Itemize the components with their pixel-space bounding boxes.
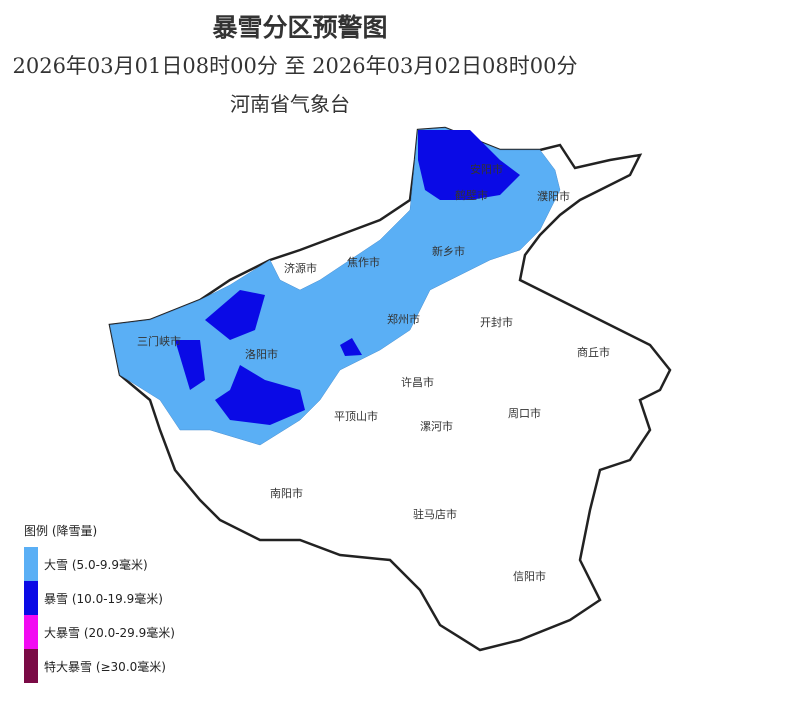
legend: 图例 (降雪量) 大雪 (5.0-9.9毫米) 暴雪 (10.0-19.9毫米) 大… [24, 522, 175, 683]
legend-label: 暴雪 (10.0-19.9毫米) [44, 591, 163, 606]
city-label: 焦作市 [347, 255, 380, 269]
city-label: 濮阳市 [537, 189, 570, 203]
city-label: 三门峡市 [137, 334, 181, 348]
blizzard-zone-anyang [418, 130, 520, 200]
legend-swatch [24, 615, 38, 649]
city-label: 开封市 [480, 315, 513, 329]
legend-item: 大雪 (5.0-9.9毫米) [24, 547, 175, 581]
blizzard-zone-luoyang-3 [340, 338, 362, 356]
valid-period: 2026年03月01日08时00分 至 2026年03月02日08时00分 [12, 54, 578, 78]
blizzard-zone-luoyang-1 [205, 290, 265, 340]
legend-swatch [24, 649, 38, 683]
legend-title: 图例 (降雪量) [24, 524, 98, 538]
city-label: 南阳市 [270, 486, 303, 500]
blizzard-zone-sanmenxia [175, 340, 205, 390]
legend-swatch [24, 547, 38, 581]
city-label: 济源市 [284, 261, 317, 275]
city-label: 安阳市 [470, 162, 503, 176]
city-label: 郑州市 [387, 312, 420, 326]
city-label: 信阳市 [513, 569, 546, 583]
city-label: 商丘市 [577, 345, 610, 359]
city-label: 新乡市 [432, 244, 465, 258]
blizzard-zone-luoyang-2 [215, 365, 305, 425]
city-label: 平顶山市 [334, 409, 378, 423]
legend-item: 特大暴雪 (≥30.0毫米) [24, 649, 175, 683]
city-label: 周口市 [508, 406, 541, 420]
issuer: 河南省气象台 [230, 92, 350, 116]
city-label: 驻马店市 [413, 507, 457, 521]
legend-label: 大暴雪 (20.0-29.9毫米) [44, 625, 175, 640]
legend-item: 暴雪 (10.0-19.9毫米) [24, 581, 175, 615]
city-label: 许昌市 [401, 375, 434, 389]
map-title: 暴雪分区预警图 [212, 13, 388, 42]
legend-label: 特大暴雪 (≥30.0毫米) [44, 659, 166, 674]
legend-swatch [24, 581, 38, 615]
heavy-snow-zone [109, 127, 561, 446]
legend-item: 大暴雪 (20.0-29.9毫米) [24, 615, 175, 649]
city-label: 洛阳市 [245, 347, 278, 361]
legend-label: 大雪 (5.0-9.9毫米) [44, 557, 148, 572]
city-label: 鹤壁市 [455, 188, 488, 202]
city-label: 漯河市 [420, 419, 453, 433]
